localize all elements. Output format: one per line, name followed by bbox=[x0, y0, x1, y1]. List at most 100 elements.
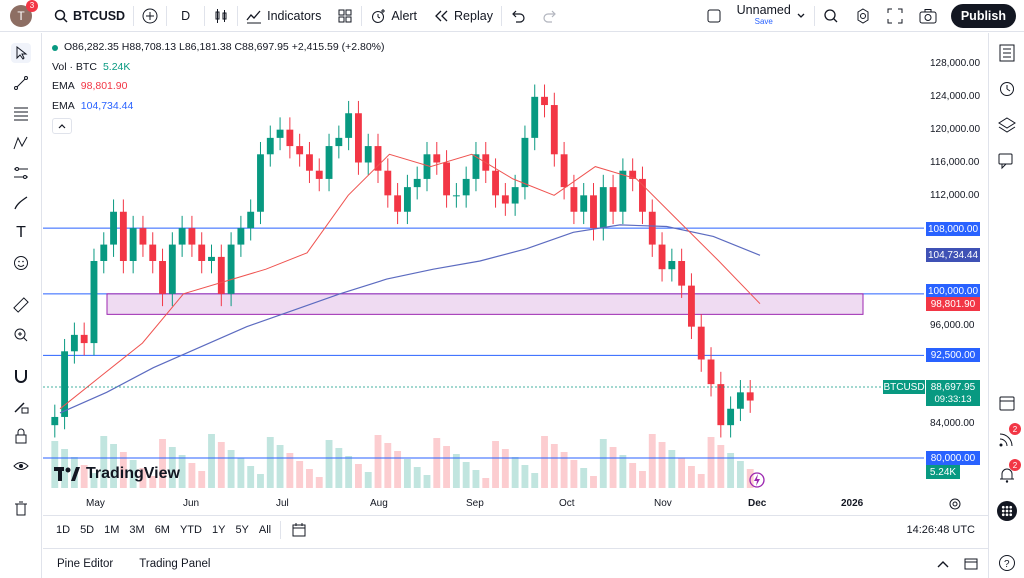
candle-body bbox=[697, 326, 705, 360]
publish-button[interactable]: Publish bbox=[950, 3, 1016, 28]
help-button[interactable]: ? bbox=[997, 553, 1017, 573]
bottom-panel-bar: Pine Editor Trading Panel bbox=[43, 548, 988, 578]
fib-tool[interactable] bbox=[11, 103, 31, 123]
maximize-panel-icon[interactable] bbox=[964, 558, 978, 570]
zoom-tool[interactable] bbox=[11, 325, 31, 345]
chevron-up-icon[interactable] bbox=[936, 559, 950, 569]
prediction-tool[interactable] bbox=[11, 163, 31, 183]
ema1-row: EMA 98,801.90 bbox=[52, 77, 385, 97]
volume-bar bbox=[168, 447, 176, 488]
brush-tool[interactable] bbox=[11, 193, 31, 213]
layout-save[interactable]: Save bbox=[754, 16, 773, 26]
events-icon[interactable] bbox=[746, 470, 768, 490]
avatar-letter: T bbox=[17, 8, 25, 23]
candle-body bbox=[325, 146, 333, 179]
range-1d[interactable]: 1D bbox=[56, 523, 71, 536]
user-avatar[interactable]: T 3 bbox=[10, 0, 38, 27]
alerts-panel-button[interactable] bbox=[997, 78, 1017, 98]
layout-menu[interactable]: Unnamed Save bbox=[698, 0, 814, 32]
range-ytd[interactable]: YTD bbox=[179, 523, 202, 536]
candle-body bbox=[159, 261, 166, 294]
compare-button[interactable] bbox=[134, 0, 166, 32]
ideas-button[interactable]: 2 bbox=[997, 423, 1021, 449]
volume-bar bbox=[110, 444, 117, 488]
range-1m[interactable]: 1M bbox=[104, 523, 120, 536]
stay-drawing-tool[interactable] bbox=[11, 396, 31, 416]
pine-editor-tab[interactable]: Pine Editor bbox=[57, 557, 114, 570]
time-tick: Dec bbox=[748, 498, 767, 509]
calendar-button[interactable] bbox=[997, 393, 1017, 413]
redo-button[interactable] bbox=[534, 0, 566, 32]
snapshot-button[interactable] bbox=[911, 0, 945, 32]
visibility-tool[interactable] bbox=[11, 456, 31, 476]
range-1y[interactable]: 1Y bbox=[211, 523, 226, 536]
range-5d[interactable]: 5D bbox=[80, 523, 95, 536]
notifications-button[interactable]: 2 bbox=[997, 459, 1021, 485]
top-toolbar: T 3 BTCUSD D Indicators Alert Replay bbox=[0, 0, 1024, 32]
axis-settings-icon[interactable] bbox=[948, 497, 962, 511]
time-tick: Nov bbox=[654, 498, 672, 509]
volume-bar bbox=[511, 457, 519, 488]
drawing-toolbar: T bbox=[0, 33, 42, 578]
replay-button[interactable]: Replay bbox=[425, 0, 501, 32]
trading-panel-tab[interactable]: Trading Panel bbox=[139, 557, 211, 570]
settings-button[interactable] bbox=[847, 0, 879, 32]
candle-body bbox=[678, 261, 686, 286]
redo-icon bbox=[543, 10, 556, 23]
ema-fast-tag: 98,801.90 bbox=[926, 297, 980, 311]
candle-body bbox=[746, 392, 754, 401]
volume-bar bbox=[139, 468, 147, 488]
goto-date-icon[interactable] bbox=[291, 522, 307, 538]
level-100-tag: 100,000.00 bbox=[926, 284, 980, 298]
object-tree-button[interactable] bbox=[997, 115, 1017, 135]
range-6m[interactable]: 6M bbox=[154, 523, 170, 536]
volume-bar bbox=[688, 466, 695, 488]
legend-collapse-button[interactable] bbox=[52, 118, 72, 134]
price-tick: 84,000.00 bbox=[930, 418, 975, 429]
chart-type-button[interactable] bbox=[205, 0, 237, 32]
range-all[interactable]: All bbox=[258, 523, 272, 536]
candle-body bbox=[139, 228, 147, 245]
undo-icon bbox=[512, 10, 525, 23]
lock-tool[interactable] bbox=[11, 426, 31, 446]
forecast-icon bbox=[14, 167, 28, 179]
price-chart[interactable] bbox=[0, 0, 1024, 515]
layout-name: Unnamed bbox=[736, 2, 791, 17]
range-3m[interactable]: 3M bbox=[129, 523, 145, 536]
pattern-tool[interactable] bbox=[11, 133, 31, 153]
remove-drawings-tool[interactable] bbox=[11, 498, 31, 518]
range-5y[interactable]: 5Y bbox=[235, 523, 249, 536]
volume-bar bbox=[521, 465, 529, 488]
emoji-tool[interactable] bbox=[11, 253, 31, 273]
templates-button[interactable] bbox=[329, 0, 361, 32]
indicators-button[interactable]: Indicators bbox=[238, 0, 329, 32]
brush-icon bbox=[14, 196, 28, 210]
quick-search-button[interactable] bbox=[815, 0, 847, 32]
text-tool[interactable]: T bbox=[11, 223, 31, 243]
candle-body bbox=[208, 256, 215, 261]
candle-body bbox=[423, 154, 431, 179]
alert-label: Alert bbox=[391, 8, 418, 23]
candle-body bbox=[61, 351, 69, 417]
interval-button[interactable]: D bbox=[167, 0, 204, 32]
cursor-tool[interactable] bbox=[11, 43, 31, 63]
replay-label: Replay bbox=[454, 8, 493, 23]
candle-body bbox=[354, 113, 362, 163]
tradingview-logo[interactable]: TradingView bbox=[54, 465, 180, 483]
trend-line-tool[interactable] bbox=[11, 73, 31, 93]
alert-button[interactable]: Alert bbox=[362, 0, 425, 32]
candle-body bbox=[257, 154, 264, 212]
candle-body bbox=[335, 137, 343, 147]
candle-body bbox=[560, 154, 568, 188]
products-button[interactable] bbox=[997, 501, 1017, 521]
utc-clock[interactable]: 14:26:48 UTC bbox=[906, 523, 975, 536]
chat-button[interactable] bbox=[997, 151, 1017, 171]
candle-body bbox=[492, 170, 499, 196]
chevron-down-icon bbox=[797, 13, 805, 18]
undo-button[interactable] bbox=[502, 0, 534, 32]
magnet-tool[interactable] bbox=[11, 366, 31, 386]
measure-tool[interactable] bbox=[11, 295, 31, 315]
symbol-search[interactable]: BTCUSD bbox=[46, 0, 133, 32]
fullscreen-button[interactable] bbox=[879, 0, 911, 32]
watchlist-button[interactable] bbox=[997, 43, 1017, 63]
